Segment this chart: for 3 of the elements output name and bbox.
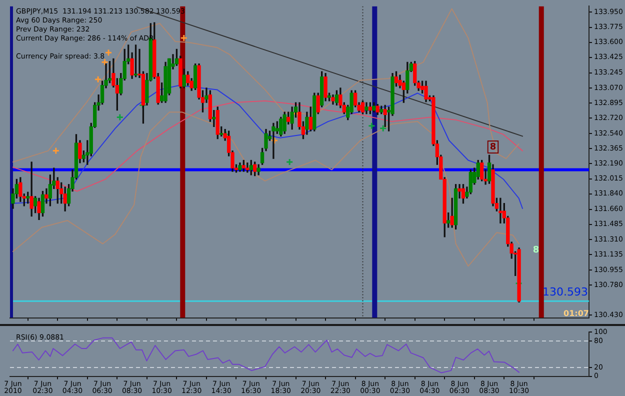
annotation: 01:07 bbox=[564, 309, 589, 318]
annotation: 8 bbox=[532, 245, 540, 256]
annotation: 8 bbox=[490, 142, 496, 152]
